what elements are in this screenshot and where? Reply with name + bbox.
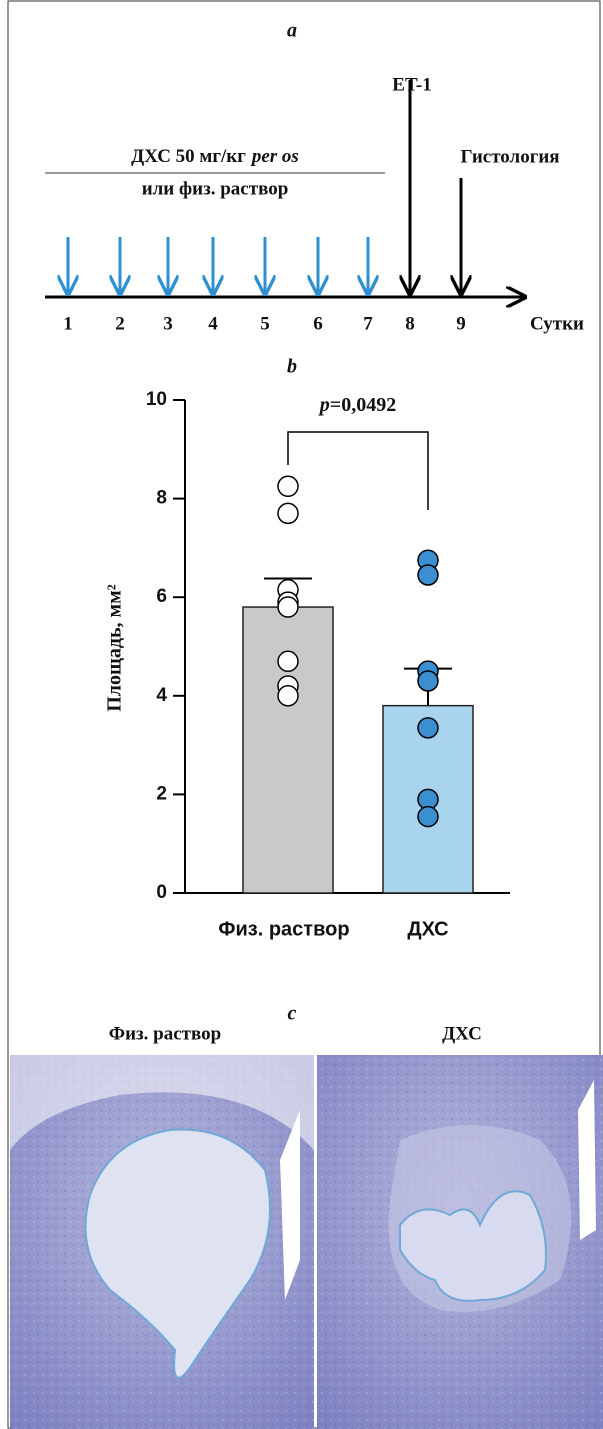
data-point — [278, 503, 298, 523]
histology-image — [10, 1055, 314, 1429]
injection-label: ET-1 — [392, 74, 431, 95]
day-label: 1 — [63, 313, 73, 334]
treatment-text: ДХС 50 мг/кг — [131, 146, 246, 167]
annotation: p=0,0492 — [318, 394, 396, 416]
annotation-value: =0,0492 — [330, 394, 396, 416]
histology-label: Гистология — [460, 146, 559, 167]
image-title: Физ. раствор — [109, 1023, 221, 1044]
panel-c: c Физ. раствор ДХС — [10, 1003, 603, 1429]
panel-label: a — [287, 20, 297, 42]
histology-image — [317, 1055, 603, 1429]
chart-title: b — [287, 356, 297, 378]
bar — [243, 607, 333, 893]
y-axis-label: Площадь, мм² — [104, 584, 126, 712]
x-tick-label: Физ. раствор — [218, 918, 349, 940]
y-tick-label: 6 — [156, 586, 167, 607]
day-label: 7 — [363, 313, 373, 334]
day-label: 6 — [313, 313, 323, 334]
day-label: 3 — [163, 313, 173, 334]
data-point — [418, 807, 438, 827]
data-point — [278, 476, 298, 496]
data-point — [418, 671, 438, 691]
data-point — [278, 686, 298, 706]
figure: a ДХС 50 мг/кгper os или физ. раствор ET… — [0, 0, 603, 1429]
data-point — [278, 597, 298, 617]
day-label: 8 — [405, 313, 415, 334]
y-tick-label: 10 — [146, 389, 167, 410]
image-title: ДХС — [442, 1023, 482, 1044]
y-tick-label: 8 — [156, 488, 167, 509]
route: per os — [250, 146, 299, 167]
y-tick-label: 0 — [156, 882, 167, 903]
day-label: 5 — [260, 313, 270, 334]
data-point — [278, 651, 298, 671]
annotation-symbol: p — [318, 394, 330, 416]
alternative: или физ. раствор — [142, 178, 289, 199]
day-axis-label: Сутки — [530, 313, 584, 334]
data-point — [418, 718, 438, 738]
day-label: 9 — [456, 313, 466, 334]
x-tick-label: ДХС — [407, 918, 448, 940]
day-label: 4 — [208, 313, 218, 334]
bracket — [288, 432, 428, 510]
y-tick-label: 2 — [156, 783, 167, 804]
panel-label: c — [288, 1003, 297, 1025]
data-point — [418, 565, 438, 585]
y-tick-label: 4 — [156, 685, 167, 706]
day-label: 2 — [115, 313, 125, 334]
